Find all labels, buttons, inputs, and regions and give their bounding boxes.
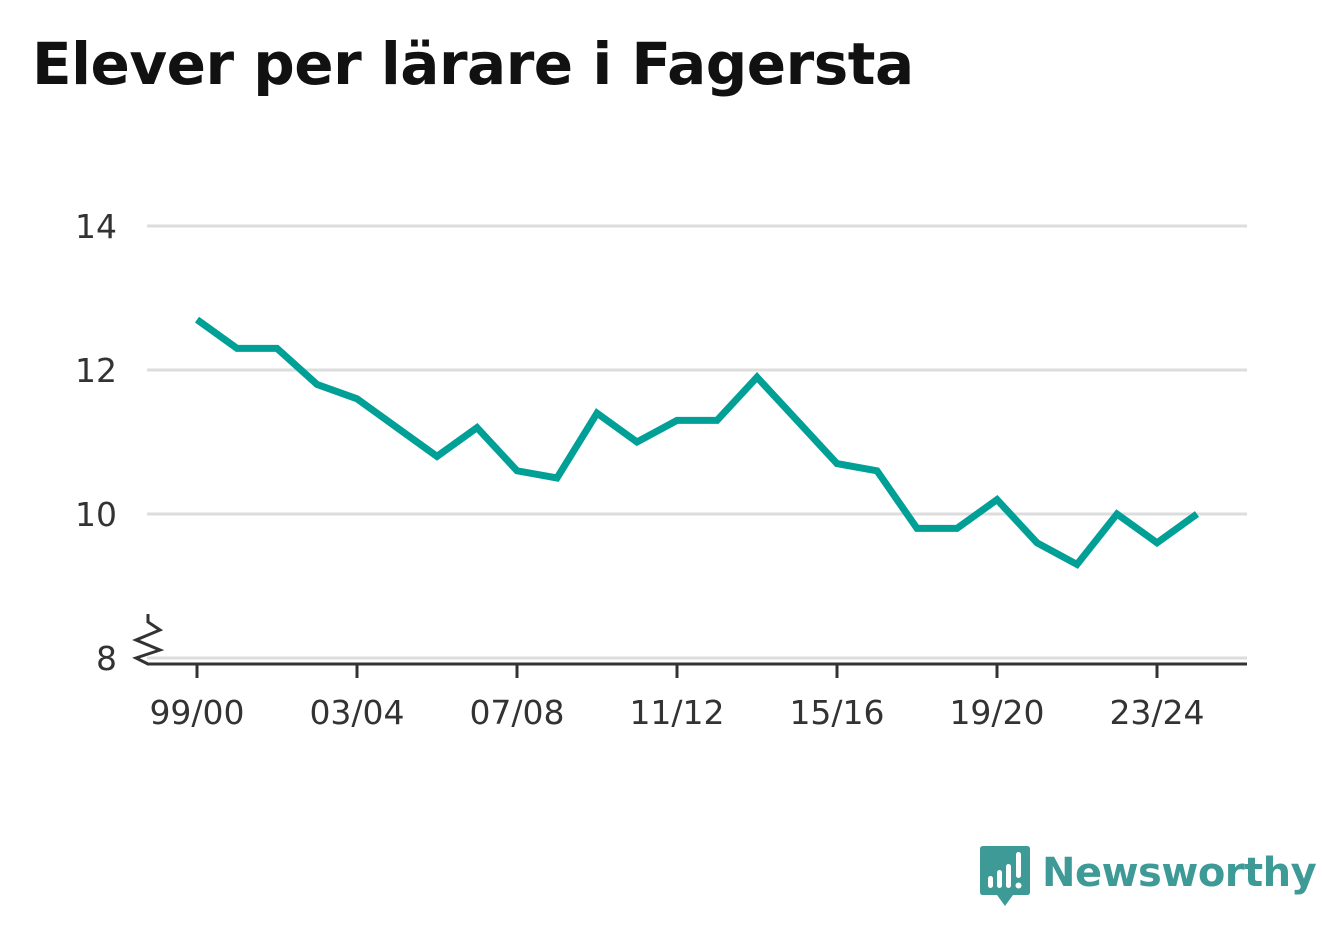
x-axis xyxy=(132,614,1247,666)
x-tick-label: 03/04 xyxy=(309,693,404,732)
y-tick-label: 12 xyxy=(75,351,117,390)
y-tick-label: 10 xyxy=(75,495,117,534)
x-tick-label: 99/00 xyxy=(149,693,244,732)
x-axis-ticks: 99/00 03/04 07/08 11/12 15/16 19/20 23/24 xyxy=(149,664,1205,732)
y-axis-ticks: 8 10 12 14 xyxy=(75,207,117,678)
chart-title: Elever per lärare i Fagersta xyxy=(32,30,914,98)
x-tick-label: 07/08 xyxy=(469,693,564,732)
x-tick-label: 23/24 xyxy=(1109,693,1204,732)
x-tick-label: 15/16 xyxy=(789,693,884,732)
x-tick-label: 11/12 xyxy=(629,693,724,732)
newsworthy-brand: Newsworthy xyxy=(980,846,1317,912)
y-tick-label: 14 xyxy=(75,207,117,246)
series-layer xyxy=(194,316,1200,569)
gridlines xyxy=(147,224,1247,660)
x-tick-label: 19/20 xyxy=(949,693,1044,732)
y-axis-break xyxy=(132,614,165,666)
series-line-0 xyxy=(194,316,1200,569)
brand-name: Newsworthy xyxy=(1042,850,1317,896)
newsworthy-logo-icon xyxy=(980,846,1030,906)
y-tick-label: 8 xyxy=(96,639,117,678)
